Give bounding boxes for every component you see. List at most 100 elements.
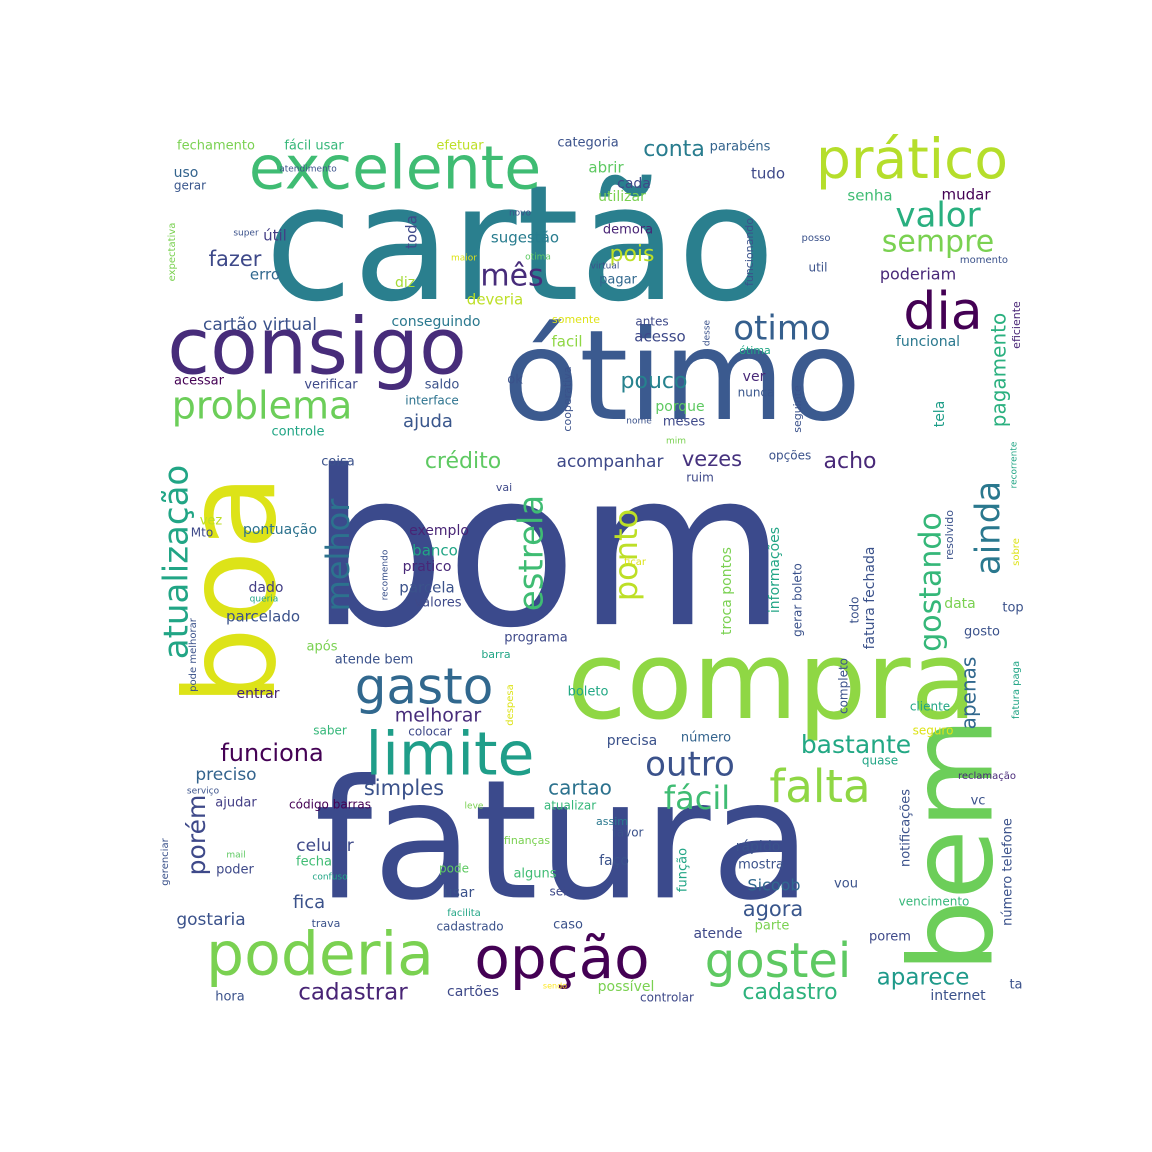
word-acompanhar: acompanhar xyxy=(557,452,664,472)
word-deveria: deveria xyxy=(467,291,523,309)
word-gosto: gosto xyxy=(964,625,1000,640)
word-pode: pode xyxy=(439,862,469,876)
word-fatura: fatura xyxy=(314,744,811,936)
word-pontuacao: pontuação xyxy=(243,522,317,538)
word-troca-pontos: troca pontos xyxy=(719,547,735,635)
word-vezes: vezes xyxy=(682,447,742,471)
word-porque: porque xyxy=(655,399,704,415)
word-toda: toda xyxy=(403,215,421,249)
word-nunca: nunca xyxy=(738,386,775,400)
word-apenas: apenas xyxy=(957,657,981,730)
word-top: top xyxy=(1002,601,1023,616)
word-demora: demora xyxy=(603,223,653,238)
word-queria: queria xyxy=(250,595,279,605)
word-categoria: categoria xyxy=(557,136,618,151)
word-cartao: cartao xyxy=(548,776,612,800)
word-codigo-barras: código barras xyxy=(289,798,371,812)
word-maior: maior xyxy=(451,254,477,264)
word-acho: acho xyxy=(824,449,877,474)
word-conta: conta xyxy=(643,137,705,162)
word-melhorar: melhorar xyxy=(395,705,482,727)
word-apos: após xyxy=(307,640,338,655)
word-pode-melhorar: pode melhorar xyxy=(188,617,199,692)
word-erro: erro xyxy=(250,266,280,284)
word-vai: vai xyxy=(496,481,512,494)
word-momento: momento xyxy=(960,255,1008,266)
word-vou: vou xyxy=(834,877,858,892)
word-gostei: gostei xyxy=(705,933,852,989)
word-possivel: possível xyxy=(598,979,655,995)
word-ver: ver xyxy=(743,369,766,385)
word-assim: assim xyxy=(596,815,628,828)
word-gerar-boleto: gerar boleto xyxy=(791,563,805,637)
word-banco: banco xyxy=(412,542,458,560)
word-virtual: virtual xyxy=(591,262,620,272)
word-conseguindo: conseguindo xyxy=(391,314,480,330)
word-fazer: fazer xyxy=(209,247,262,271)
word-eficiente: eficiente xyxy=(1010,301,1023,349)
word-favor: favor xyxy=(613,826,644,840)
word-fatura-paga: fatura paga xyxy=(1011,661,1022,719)
word-somente: somente xyxy=(552,313,600,326)
word-seguro: seguro xyxy=(913,724,954,738)
word-parte: parte xyxy=(755,919,790,934)
word-atende: atende xyxy=(693,926,742,942)
word-porem: porém xyxy=(182,795,211,876)
word-quase: quase xyxy=(862,754,898,768)
word-despesa: despesa xyxy=(505,684,516,726)
word-fecha: fecha xyxy=(296,855,332,870)
word-coisa: coisa xyxy=(321,455,354,470)
word-agora: agora xyxy=(743,897,804,921)
word-super: super xyxy=(233,229,259,239)
word-internet: internet xyxy=(930,988,986,1004)
word-ta: ta xyxy=(1009,978,1022,993)
word-sendo: sendo xyxy=(543,982,567,991)
word-pratico: pratico xyxy=(403,559,452,575)
word-problema: problema xyxy=(172,384,353,428)
word-interface: interface xyxy=(405,394,459,408)
word-porem: porem xyxy=(869,930,911,945)
word-atualizacao: atualização xyxy=(157,465,197,659)
word-compra: compra xyxy=(567,619,977,744)
word-atualizar: atualizar xyxy=(544,799,596,813)
word-entrar: entrar xyxy=(236,686,279,702)
word-ficar: ficar xyxy=(624,557,647,568)
word-atende-bem: atende bem xyxy=(335,653,414,668)
word-saldo: saldo xyxy=(425,378,460,393)
word-pagar: pagar xyxy=(599,273,637,288)
word-sempre: sempre xyxy=(882,225,995,260)
word-acessar: acessar xyxy=(174,374,225,389)
word-facil-usar: fácil usar xyxy=(284,139,344,154)
word-trava: trava xyxy=(312,917,341,930)
word-excelente: excelente xyxy=(249,134,541,204)
word-dado: dado xyxy=(249,580,284,596)
word-cartoes: cartões xyxy=(447,984,499,1000)
word-poderia: poderia xyxy=(206,920,434,990)
word-otima: ótima xyxy=(739,344,771,357)
word-nome: nome xyxy=(626,417,652,427)
word-financas: finanças xyxy=(504,834,550,847)
word-cartao: cartão xyxy=(265,150,775,337)
word-utilizar: utilizar xyxy=(598,189,646,205)
word-pratico: prático xyxy=(816,127,1008,191)
word-tela: tela xyxy=(932,401,948,428)
word-resolvido: resolvido xyxy=(943,510,956,560)
word-opcao: opção xyxy=(474,924,649,992)
word-bom: bom xyxy=(309,424,786,675)
word-alguns: alguns xyxy=(513,867,556,882)
word-valor: valor xyxy=(895,196,980,236)
word-ruim: ruim xyxy=(686,471,714,485)
word-diz: diz xyxy=(395,275,415,291)
word-mostra: mostra xyxy=(738,858,784,873)
word-uso: uso xyxy=(174,165,199,181)
word-sicoob: Sicoob xyxy=(747,876,800,895)
word-faco: faço xyxy=(599,853,629,869)
word-posso: posso xyxy=(801,233,830,244)
word-cartao-virtual: cartão virtual xyxy=(203,315,317,335)
word-precisa: precisa xyxy=(607,733,657,749)
word-credito: crédito xyxy=(425,449,501,474)
word-boa: boa xyxy=(159,474,304,706)
word-controle: controle xyxy=(271,425,324,440)
word-valores: valores xyxy=(414,596,461,611)
word-facilita: facilita xyxy=(447,908,481,919)
